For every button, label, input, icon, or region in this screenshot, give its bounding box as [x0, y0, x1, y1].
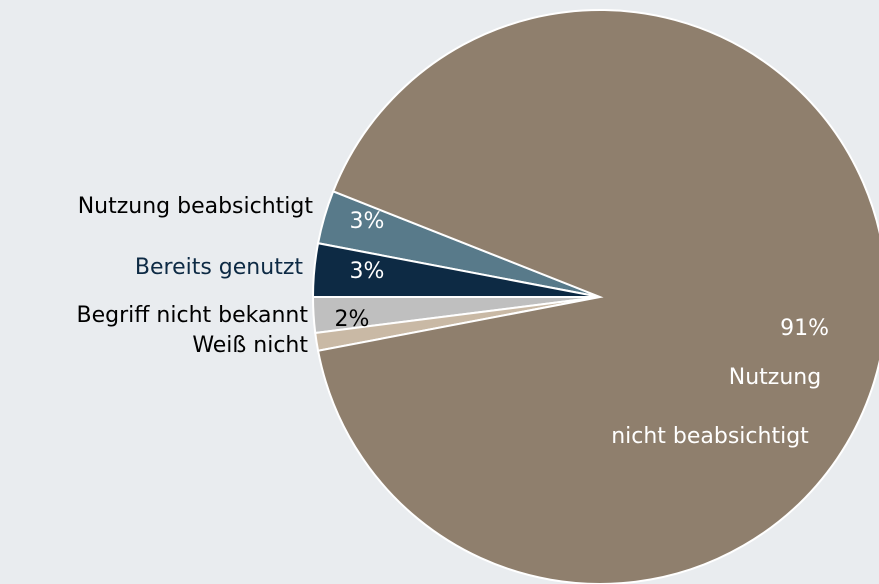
- label-line: nicht beabsichtigt: [611, 424, 809, 449]
- pie-slice: [316, 9, 879, 584]
- slice-label: Nutzung beabsichtigt: [78, 194, 314, 219]
- label-line: Nutzung: [729, 365, 821, 390]
- value-label: 3%: [350, 259, 385, 284]
- slice-label: Bereits genutzt: [135, 255, 303, 280]
- value-label: 2%: [335, 307, 370, 332]
- slice-label: Begriff nicht bekannt: [77, 303, 309, 328]
- slice-label: Weiß nicht: [192, 333, 308, 358]
- value-label: 91%: [780, 316, 829, 341]
- slice-label: Nutzung nicht beabsichtigt: [611, 365, 821, 449]
- value-label: 3%: [350, 209, 385, 234]
